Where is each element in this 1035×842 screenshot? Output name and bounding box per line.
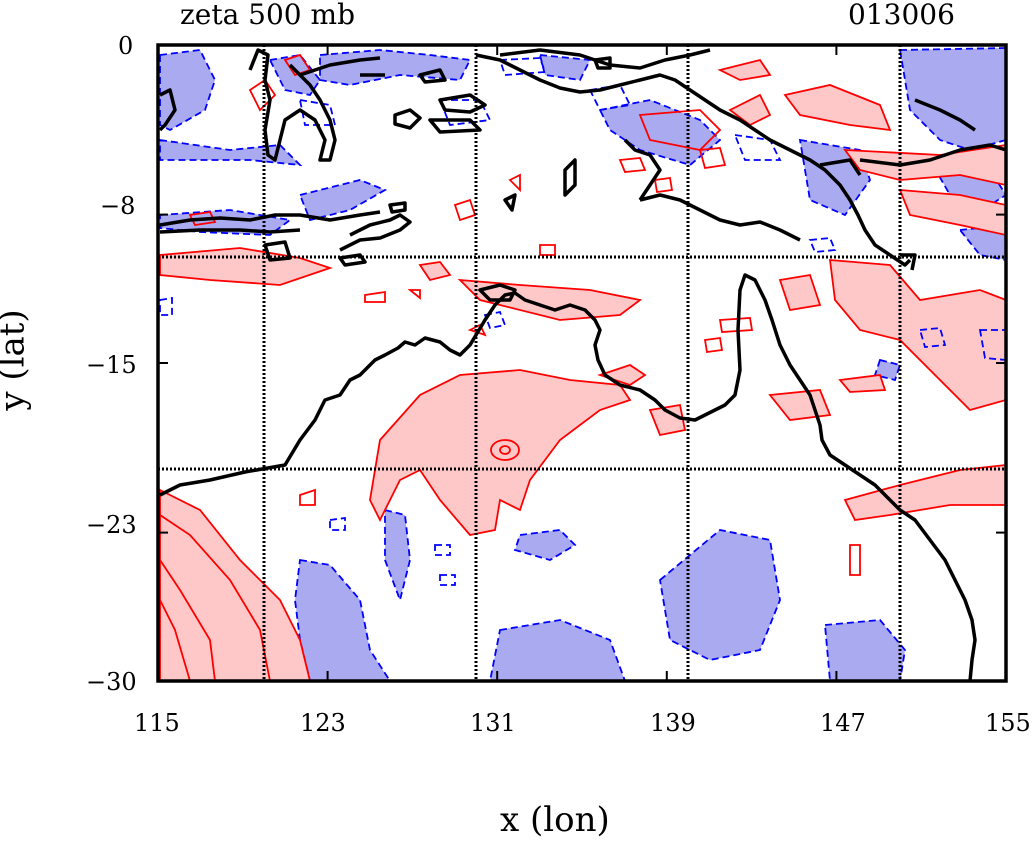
x-tick-label: 147	[820, 709, 866, 737]
y-axis-label: y (lat)	[0, 309, 33, 410]
y-tick-label: −15	[86, 351, 137, 379]
lat-lon-grid	[158, 45, 1006, 681]
x-tick-label: 123	[300, 709, 346, 737]
y-tick-label: −30	[86, 668, 137, 696]
x-tick-label: 139	[650, 709, 696, 737]
axis-ticks	[157, 44, 1007, 682]
x-tick-label: 115	[134, 709, 180, 737]
datetime-stamp: 013006	[848, 0, 955, 31]
y-tick-label: 0	[118, 32, 134, 60]
x-axis-label: x (lon)	[500, 800, 610, 840]
y-tick-label: −8	[100, 192, 136, 220]
positive-contour-lines	[159, 53, 861, 681]
coastlines	[158, 48, 1006, 681]
negative-contour-lines	[159, 57, 1006, 586]
y-tick-label: −23	[86, 511, 137, 539]
x-tick-label: 131	[470, 709, 516, 737]
negative-vorticity-regions	[159, 47, 1006, 681]
x-tick-label: 155	[985, 709, 1031, 737]
chart-title: zeta 500 mb	[180, 0, 355, 31]
